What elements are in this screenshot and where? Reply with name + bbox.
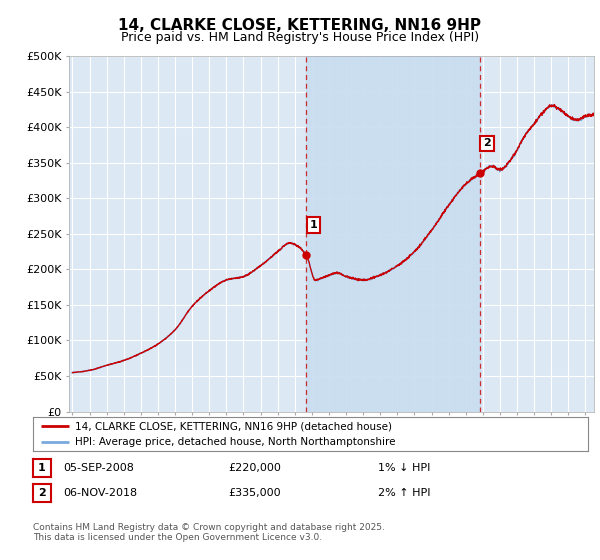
Text: 05-SEP-2008: 05-SEP-2008 — [63, 463, 134, 473]
Text: 2: 2 — [483, 138, 491, 148]
Text: 2: 2 — [38, 488, 46, 498]
Text: 1: 1 — [38, 463, 46, 473]
Text: 2% ↑ HPI: 2% ↑ HPI — [378, 488, 431, 498]
Text: Contains HM Land Registry data © Crown copyright and database right 2025.
This d: Contains HM Land Registry data © Crown c… — [33, 523, 385, 543]
Text: Price paid vs. HM Land Registry's House Price Index (HPI): Price paid vs. HM Land Registry's House … — [121, 31, 479, 44]
Text: HPI: Average price, detached house, North Northamptonshire: HPI: Average price, detached house, Nort… — [74, 437, 395, 447]
Text: 1: 1 — [310, 220, 317, 230]
Text: 14, CLARKE CLOSE, KETTERING, NN16 9HP: 14, CLARKE CLOSE, KETTERING, NN16 9HP — [119, 18, 482, 34]
Bar — [307, 56, 480, 412]
Text: 06-NOV-2018: 06-NOV-2018 — [63, 488, 137, 498]
Text: £220,000: £220,000 — [228, 463, 281, 473]
Text: 1% ↓ HPI: 1% ↓ HPI — [378, 463, 430, 473]
Text: £335,000: £335,000 — [228, 488, 281, 498]
Text: 14, CLARKE CLOSE, KETTERING, NN16 9HP (detached house): 14, CLARKE CLOSE, KETTERING, NN16 9HP (d… — [74, 421, 392, 431]
